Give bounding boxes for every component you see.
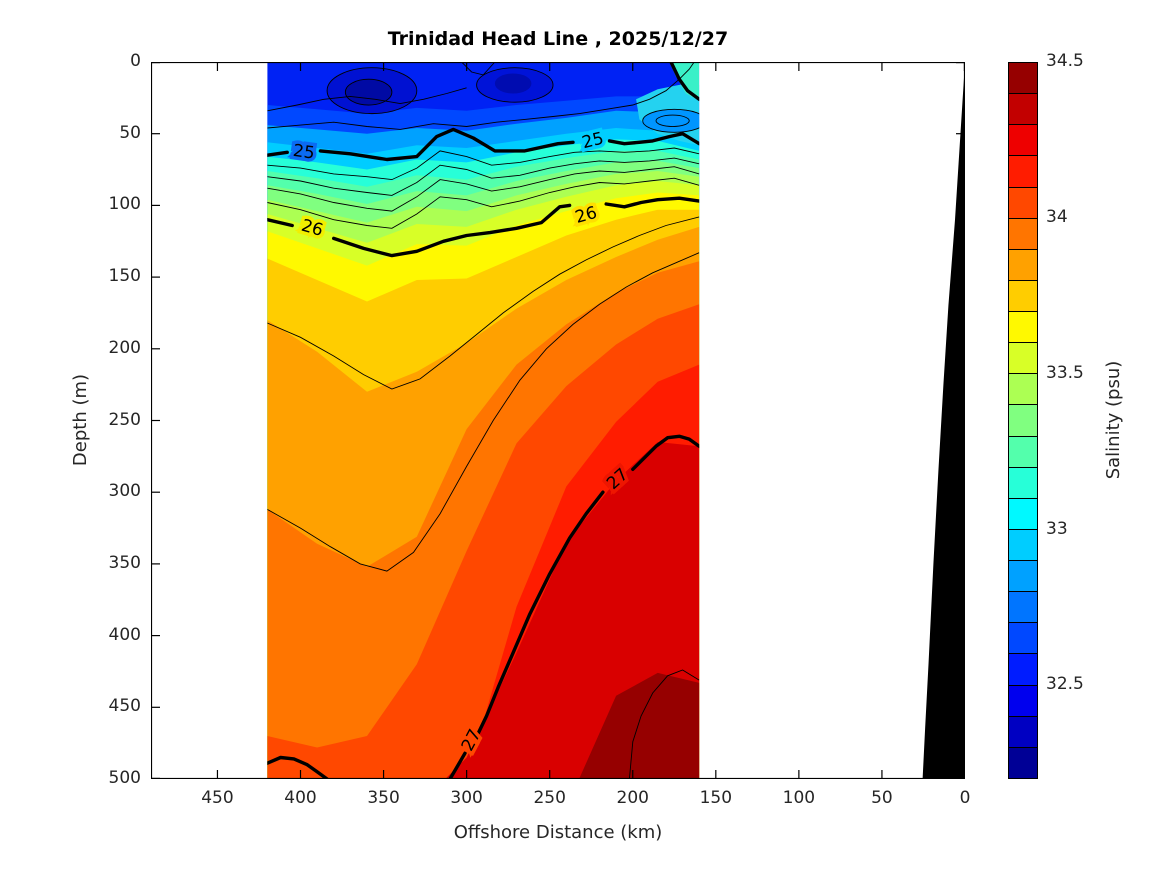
- thin-contour-6: [267, 177, 700, 229]
- axes-box: [151, 62, 965, 779]
- y-tick-label-500: 500: [108, 768, 141, 788]
- colorbar-segment-7: [1009, 279, 1037, 311]
- x-tick-label-300: 300: [450, 788, 483, 808]
- thin-contour-3: [267, 147, 700, 181]
- colorbar-segment-21: [1009, 715, 1037, 747]
- colorbar-segment-4: [1009, 186, 1037, 218]
- y-tick-label-50: 50: [119, 122, 141, 143]
- contour-label-25: 25: [292, 141, 316, 164]
- thick-contour-27-7: [631, 434, 700, 471]
- subsurface-lens-ring: [642, 108, 700, 133]
- x-tick-label-50: 50: [871, 788, 893, 808]
- x-tick-label-150: 150: [699, 788, 733, 808]
- subsurface-lens: [642, 109, 700, 133]
- colorbar-segment-13: [1009, 466, 1037, 498]
- x-tick-label-250: 250: [533, 788, 566, 808]
- colorbar-tick-34: 34: [1046, 206, 1068, 227]
- colorbar-segment-2: [1009, 124, 1037, 156]
- y-tick-label-200: 200: [108, 337, 141, 358]
- colorbar-tick-34.5: 34.5: [1046, 51, 1084, 71]
- thick-contour-27-10: [267, 755, 329, 779]
- colorbar-segment-3: [1009, 155, 1037, 187]
- thick-contour-26-6: [604, 196, 700, 209]
- y-tick-label-0: 0: [130, 51, 141, 71]
- x-tick-label-350: 350: [367, 788, 400, 808]
- thin-contour-7: [267, 216, 700, 390]
- fresh-core-mid-inner: [494, 73, 532, 94]
- thin-contour-4: [267, 157, 700, 196]
- colorbar-segment-12: [1009, 435, 1037, 467]
- thick-contour-27-8: [476, 490, 605, 735]
- colorbar: [1008, 62, 1038, 779]
- y-tick-label-300: 300: [108, 481, 141, 502]
- colorbar-segment-1: [1009, 93, 1037, 125]
- colorbar-segment-11: [1009, 404, 1037, 436]
- colorbar-segment-0: [1009, 63, 1037, 94]
- y-tick-label-150: 150: [108, 266, 141, 287]
- thick-contour-25-1: [318, 127, 575, 162]
- x-tick-label-450: 450: [201, 788, 234, 808]
- y-tick-label-450: 450: [108, 696, 141, 717]
- fresh-core-west-ring: [326, 67, 418, 115]
- fill-band-34.45: [579, 672, 700, 779]
- colorbar-tick-33.5: 33.5: [1046, 362, 1084, 383]
- colorbar-segment-17: [1009, 591, 1037, 623]
- colorbar-segment-14: [1009, 497, 1037, 529]
- thick-contour-25-2: [607, 131, 700, 146]
- bathymetry-wedge: [922, 62, 965, 779]
- plot-title: Trinidad Head Line , 2025/12/27: [387, 28, 729, 50]
- colorbar-segment-8: [1009, 311, 1037, 343]
- y-tick-label-350: 350: [108, 552, 141, 573]
- thick-contour-26-5: [331, 203, 572, 258]
- colorbar-tick-32.5: 32.5: [1046, 674, 1084, 695]
- thick-contour-26-4: [267, 217, 294, 228]
- y-tick-label-250: 250: [108, 409, 141, 430]
- y-tick-label-400: 400: [108, 624, 141, 645]
- x-tick-label-400: 400: [284, 788, 317, 808]
- thin-contour-5: [267, 166, 700, 212]
- thin-contour-8: [267, 252, 700, 572]
- fresh-core-west-inner: [345, 79, 392, 106]
- thick-contour-25-3: [669, 62, 700, 101]
- fresh-core-mid-ring: [476, 67, 554, 103]
- y-tick-label-100: 100: [108, 194, 141, 215]
- thin-contour-1: [267, 62, 695, 130]
- colorbar-segment-20: [1009, 684, 1037, 716]
- colorbar-segment-19: [1009, 653, 1037, 685]
- colorbar-segment-18: [1009, 622, 1037, 654]
- colorbar-segment-9: [1009, 342, 1037, 374]
- x-tick-label-0: 0: [959, 788, 971, 808]
- colorbar-segment-10: [1009, 373, 1037, 405]
- colorbar-segment-6: [1009, 248, 1037, 280]
- thick-contour-27-9: [448, 751, 467, 779]
- fresh-core-west-inner-ring: [344, 78, 393, 106]
- subsurface-lens-inner-ring: [655, 114, 690, 127]
- colorbar-segment-16: [1009, 560, 1037, 592]
- colorbar-segment-15: [1009, 528, 1037, 560]
- thin-contour-9: [628, 669, 700, 779]
- colorbar-segment-5: [1009, 217, 1037, 249]
- colorbar-tick-33: 33: [1046, 518, 1068, 539]
- x-axis-label: Offshore Distance (km): [453, 822, 663, 843]
- thick-contour-25-0: [267, 150, 289, 157]
- x-tick-label-200: 200: [616, 788, 649, 808]
- colorbar-label: Salinity (psu): [1103, 360, 1124, 480]
- x-tick-label-100: 100: [782, 788, 816, 808]
- colorbar-segment-22: [1009, 746, 1037, 778]
- thin-contour-0: [267, 87, 467, 112]
